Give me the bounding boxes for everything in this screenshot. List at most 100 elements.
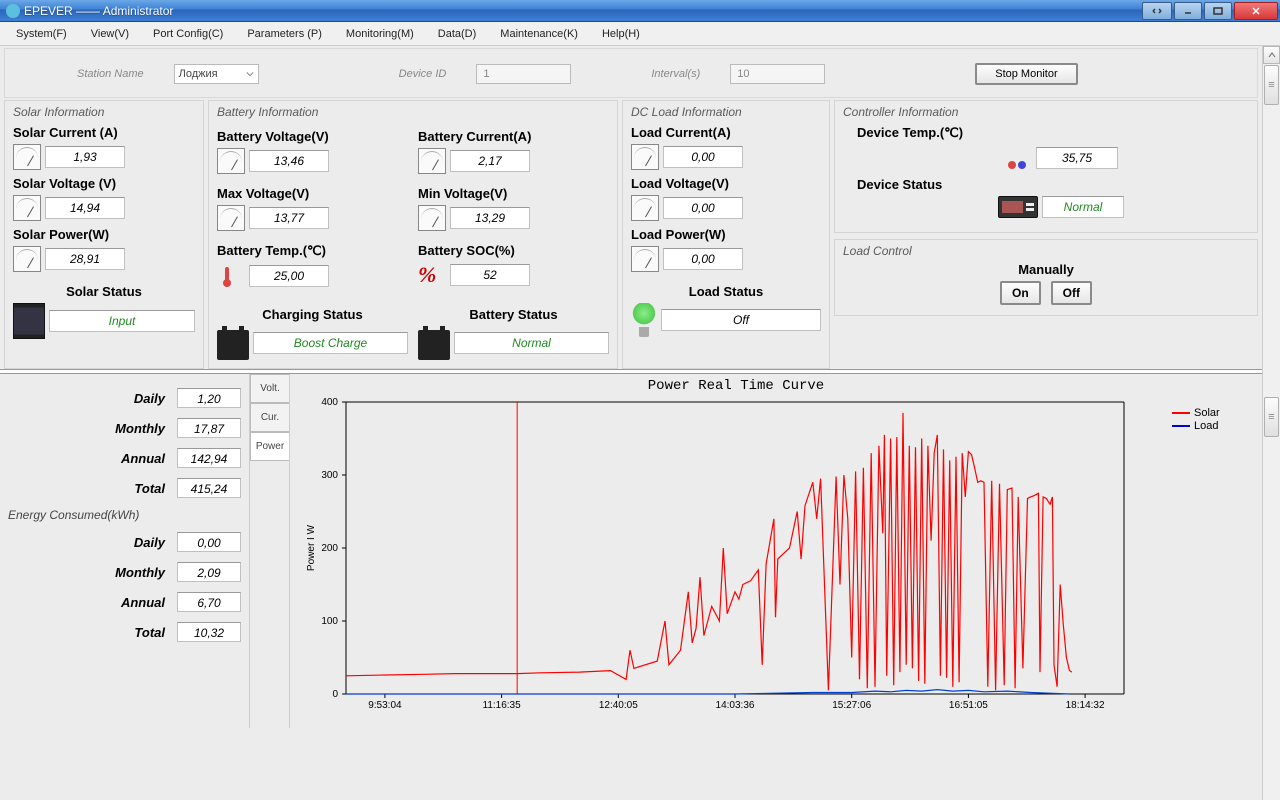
tab-power[interactable]: Power [250,432,289,461]
scroll-up-button[interactable] [1263,46,1280,64]
svg-text:Power I W: Power I W [306,524,317,571]
panel-title: Controller Information [843,105,1249,119]
gauge-icon [13,246,41,272]
gauge-icon [217,148,245,174]
load-current-value: 0,00 [663,146,743,168]
battery-icon [217,330,249,360]
load-control-mode: Manually [843,262,1249,277]
controller-column: Controller Information Device Temp.(℃) 3… [834,100,1258,369]
solar-status-label: Solar Status [13,284,195,299]
load-off-button[interactable]: Off [1051,281,1092,305]
load-status-value: Off [661,309,821,331]
panel-title: Battery Information [217,105,609,119]
solar-panel-icon [13,303,45,339]
device-temp-label: Device Temp.(℃) [843,125,1249,141]
scroll-thumb[interactable]: ≡ [1264,397,1279,437]
solar-panel: Solar Information Solar Current (A) 1,93… [4,100,204,369]
window-close-button[interactable] [1234,2,1278,20]
window-minimize-button[interactable] [1174,2,1202,20]
legend-solar: Solar [1172,407,1252,419]
svg-text:300: 300 [321,470,338,481]
window-title: EPEVER —— Administrator [24,4,173,18]
load-power-label: Load Power(W) [631,227,821,242]
battery-status-label: Battery Status [418,307,609,322]
battery-temp-value: 25,00 [249,265,329,287]
load-status-label: Load Status [631,284,821,299]
battery-maxv-value: 13,77 [249,207,329,229]
cons-annual-label: Annual [85,595,165,610]
gauge-icon [13,144,41,170]
solar-status-value: Input [49,310,195,332]
controller-panel: Controller Information Device Temp.(℃) 3… [834,100,1258,233]
device-status-label: Device Status [843,177,1249,192]
battery-current-value: 2,17 [450,150,530,172]
svg-text:16:51:05: 16:51:05 [949,700,988,711]
menu-port-config[interactable]: Port Config(C) [141,24,235,44]
energy-consumed-title: Energy Consumed(kWh) [8,508,241,522]
solar-current-label: Solar Current (A) [13,125,195,140]
svg-text:9:53:04: 9:53:04 [368,700,402,711]
menu-system[interactable]: System(F) [4,24,79,44]
charging-status-label: Charging Status [217,307,408,322]
vertical-scrollbar[interactable]: ≡ ≡ [1262,46,1280,800]
window-maximize-button[interactable] [1204,2,1232,20]
gauge-icon [13,195,41,221]
svg-text:15:27:06: 15:27:06 [832,700,871,711]
load-voltage-value: 0,00 [663,197,743,219]
device-id-label: Device ID [399,68,447,80]
cons-daily-label: Daily [85,535,165,550]
load-current-label: Load Current(A) [631,125,821,140]
power-chart: 01002003004009:53:0411:16:3512:40:0514:0… [300,396,1130,716]
tab-volt[interactable]: Volt. [250,374,289,403]
chart-area: Power Real Time Curve 01002003004009:53:… [290,374,1262,728]
device-id-field: 1 [476,64,571,84]
tab-cur[interactable]: Cur. [250,403,289,432]
controller-device-icon [998,196,1038,218]
menu-maintenance[interactable]: Maintenance(K) [488,24,590,44]
stop-monitor-button[interactable]: Stop Monitor [975,63,1077,85]
content-area: Station Name Лоджия Device ID 1 Interval… [0,46,1262,800]
menubar: System(F) View(V) Port Config(C) Paramet… [0,22,1280,46]
window-expand-button[interactable] [1142,2,1172,20]
menu-help[interactable]: Help(H) [590,24,652,44]
gen-daily-label: Daily [85,391,165,406]
solar-power-value: 28,91 [45,248,125,270]
svg-text:11:16:35: 11:16:35 [483,700,522,711]
load-power-value: 0,00 [663,248,743,270]
menu-view[interactable]: View(V) [79,24,141,44]
svg-text:12:40:05: 12:40:05 [599,700,638,711]
svg-text:14:03:36: 14:03:36 [716,700,755,711]
load-on-button[interactable]: On [1000,281,1041,305]
gen-annual-value: 142,94 [177,448,241,468]
energy-column: Daily1,20 Monthly17,87 Annual142,94 Tota… [0,374,250,728]
battery-current-label: Battery Current(A) [418,129,609,144]
menu-data[interactable]: Data(D) [426,24,489,44]
battery-soc-label: Battery SOC(%) [418,243,609,258]
load-voltage-label: Load Voltage(V) [631,176,821,191]
battery-voltage-label: Battery Voltage(V) [217,129,408,144]
station-name-select[interactable]: Лоджия [174,64,259,84]
menu-parameters[interactable]: Parameters (P) [235,24,334,44]
solar-voltage-label: Solar Voltage (V) [13,176,195,191]
legend-load: Load [1172,420,1252,432]
gauge-icon [631,246,659,272]
svg-text:100: 100 [321,616,338,627]
panel-title: Solar Information [13,105,195,119]
load-panel: DC Load Information Load Current(A) 0,00… [622,100,830,369]
battery-status-value: Normal [454,332,609,354]
gauge-icon [631,144,659,170]
cons-daily-value: 0,00 [177,532,241,552]
chart-title: Power Real Time Curve [300,378,1172,394]
cons-total-label: Total [85,625,165,640]
thermometer-icon [1004,145,1032,171]
gauge-icon [217,205,245,231]
interval-label: Interval(s) [651,68,700,80]
scroll-thumb[interactable]: ≡ [1264,65,1279,105]
app-icon [6,4,20,18]
battery-panel: Battery Information Battery Voltage(V) 1… [208,100,618,369]
charging-status-value: Boost Charge [253,332,408,354]
gen-annual-label: Annual [85,451,165,466]
gen-monthly-value: 17,87 [177,418,241,438]
menu-monitoring[interactable]: Monitoring(M) [334,24,426,44]
device-temp-value: 35,75 [1036,147,1118,169]
